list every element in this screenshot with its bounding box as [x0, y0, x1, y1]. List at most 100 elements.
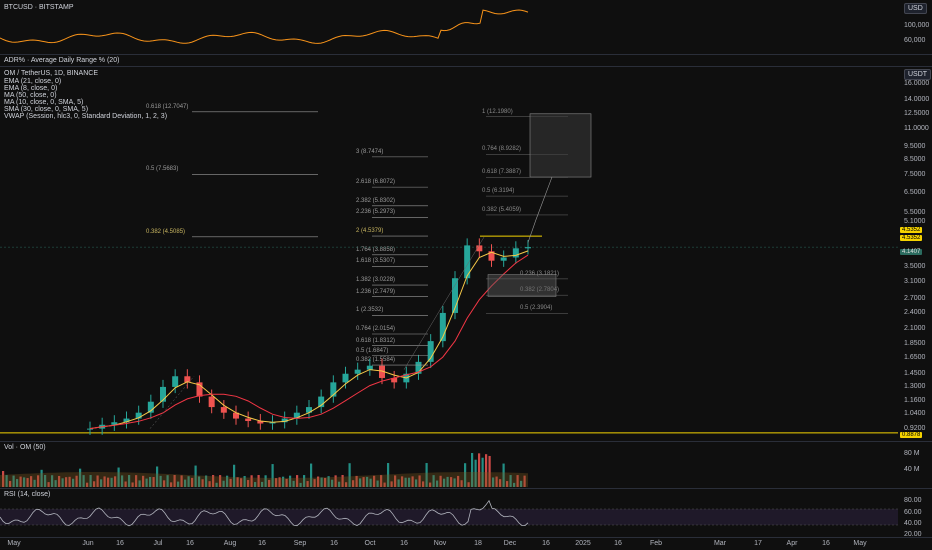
volume-bar: [124, 481, 127, 487]
volume-bar: [40, 469, 43, 487]
volume-bar: [243, 476, 246, 487]
candle-body: [123, 418, 130, 423]
volume-bar: [16, 479, 19, 487]
volume-bar: [163, 480, 166, 487]
volume-bar: [422, 481, 425, 487]
candle-body: [160, 386, 166, 402]
pane-separator[interactable]: [0, 66, 932, 67]
indicator-vwap[interactable]: VWAP (Session, hlc3, 0, Standard Deviati…: [4, 113, 168, 120]
volume-bar: [110, 477, 113, 487]
volume-bar: [387, 463, 390, 487]
price-axis-tick: 1.1600: [904, 396, 926, 404]
fib-mid-label: 1.236 (2.7479): [356, 288, 396, 295]
time-axis-tick: 16: [186, 540, 194, 547]
pane-separator[interactable]: [0, 488, 932, 489]
fib-right-label: 0.382 (5.4059): [482, 206, 522, 213]
volume-bar: [450, 477, 453, 487]
indicator-ema8[interactable]: EMA (8, close, 0): [4, 85, 58, 92]
fib-right-label: 0.764 (8.9282): [482, 146, 522, 153]
volume-bar: [233, 464, 236, 487]
volume-bar: [520, 480, 523, 487]
volume-bar: [474, 459, 477, 487]
volume-bar: [149, 476, 152, 487]
volume-bar: [299, 482, 302, 487]
indicator-ma50[interactable]: MA (50, close, 0): [4, 92, 57, 99]
volume-bar: [208, 481, 211, 487]
btc-price-line: [0, 9, 529, 44]
price-axis-tick: 6.5000: [904, 188, 926, 196]
time-axis-tick: Feb: [649, 540, 663, 547]
fib-mid-label: 2 (4.5379): [356, 228, 384, 235]
volume-bar: [516, 475, 519, 487]
volume-bar: [5, 475, 8, 487]
support-price-tag: 0.8878: [900, 432, 923, 438]
volume-bar: [366, 476, 369, 487]
trend-line: [149, 376, 195, 429]
volume-bar: [376, 480, 379, 487]
pane-separator[interactable]: [0, 441, 932, 442]
volume-bar: [408, 477, 411, 487]
volume-bar: [250, 475, 253, 487]
candle-body: [245, 418, 252, 422]
volume-bar: [443, 478, 446, 487]
candle-body: [208, 396, 215, 408]
volume-bar: [327, 476, 330, 487]
candle-body: [135, 412, 142, 419]
price-axis-tick: 14.0000: [904, 96, 930, 104]
main-currency-badge[interactable]: USDT: [904, 69, 932, 80]
volume-bar: [334, 475, 337, 487]
volume-bar: [495, 476, 498, 487]
rsi-axis-label: 80.00: [904, 497, 922, 504]
fib-left-label: 0.382 (4.5085): [146, 228, 186, 235]
fib-mid-label: 2.618 (6.8072): [356, 179, 396, 186]
candle-body: [306, 407, 312, 413]
volume-bar: [264, 475, 267, 487]
time-axis-tick: Mar: [713, 540, 727, 547]
volume-bar: [19, 476, 22, 487]
candle-body: [500, 257, 507, 261]
target-zone-box: [529, 113, 592, 178]
time-axis-tick: 18: [474, 540, 482, 547]
volume-bar: [285, 478, 288, 487]
volume-pane-title: Vol · OM (50): [4, 444, 46, 451]
price-axis-tick: 1.0400: [904, 409, 926, 417]
indicator-ema21[interactable]: EMA (21, close, 0): [4, 78, 62, 85]
volume-bar: [145, 478, 148, 487]
volume-bar: [236, 477, 239, 487]
volume-bar: [68, 476, 71, 487]
price-axis-tick: 16.0000: [904, 80, 930, 87]
volume-bar: [471, 453, 474, 487]
time-axis-tick: 16: [542, 540, 550, 547]
volume-bar: [159, 475, 162, 487]
volume-bar: [292, 480, 295, 487]
btc-currency-badge[interactable]: USD: [904, 3, 927, 14]
volume-bar: [436, 480, 439, 487]
indicator-ma10[interactable]: MA (10, close, 0, SMA, 5): [4, 99, 84, 106]
volume-bar: [394, 475, 397, 487]
volume-bar: [390, 481, 393, 487]
volume-bar: [425, 463, 428, 487]
candle-body: [196, 382, 203, 397]
trend-line: [403, 236, 485, 370]
time-axis-tick: Aug: [223, 540, 237, 547]
time-axis-tick: 16: [116, 540, 124, 547]
projection-path: [527, 176, 553, 243]
volume-bar: [429, 482, 432, 487]
rsi-line: [0, 499, 529, 527]
price-axis-tick: 1.3000: [904, 382, 926, 390]
volume-bar: [310, 463, 313, 487]
price-axis-tick: 9.5000: [904, 142, 926, 150]
volume-bar: [397, 479, 400, 487]
volume-bar: [502, 463, 505, 487]
volume-bar: [212, 475, 215, 487]
time-axis-tick: Sep: [293, 540, 307, 547]
price-axis-tick: 1.4500: [904, 369, 926, 377]
volume-bar: [509, 475, 512, 487]
volume-bar: [418, 475, 421, 487]
volume-bar: [324, 477, 327, 487]
rsi-axis-label: 60.00: [904, 509, 922, 516]
pane-separator[interactable]: [0, 54, 932, 55]
candle-body: [366, 365, 373, 370]
indicator-sma30[interactable]: SMA (30, close, 0, SMA, 5): [4, 106, 89, 113]
